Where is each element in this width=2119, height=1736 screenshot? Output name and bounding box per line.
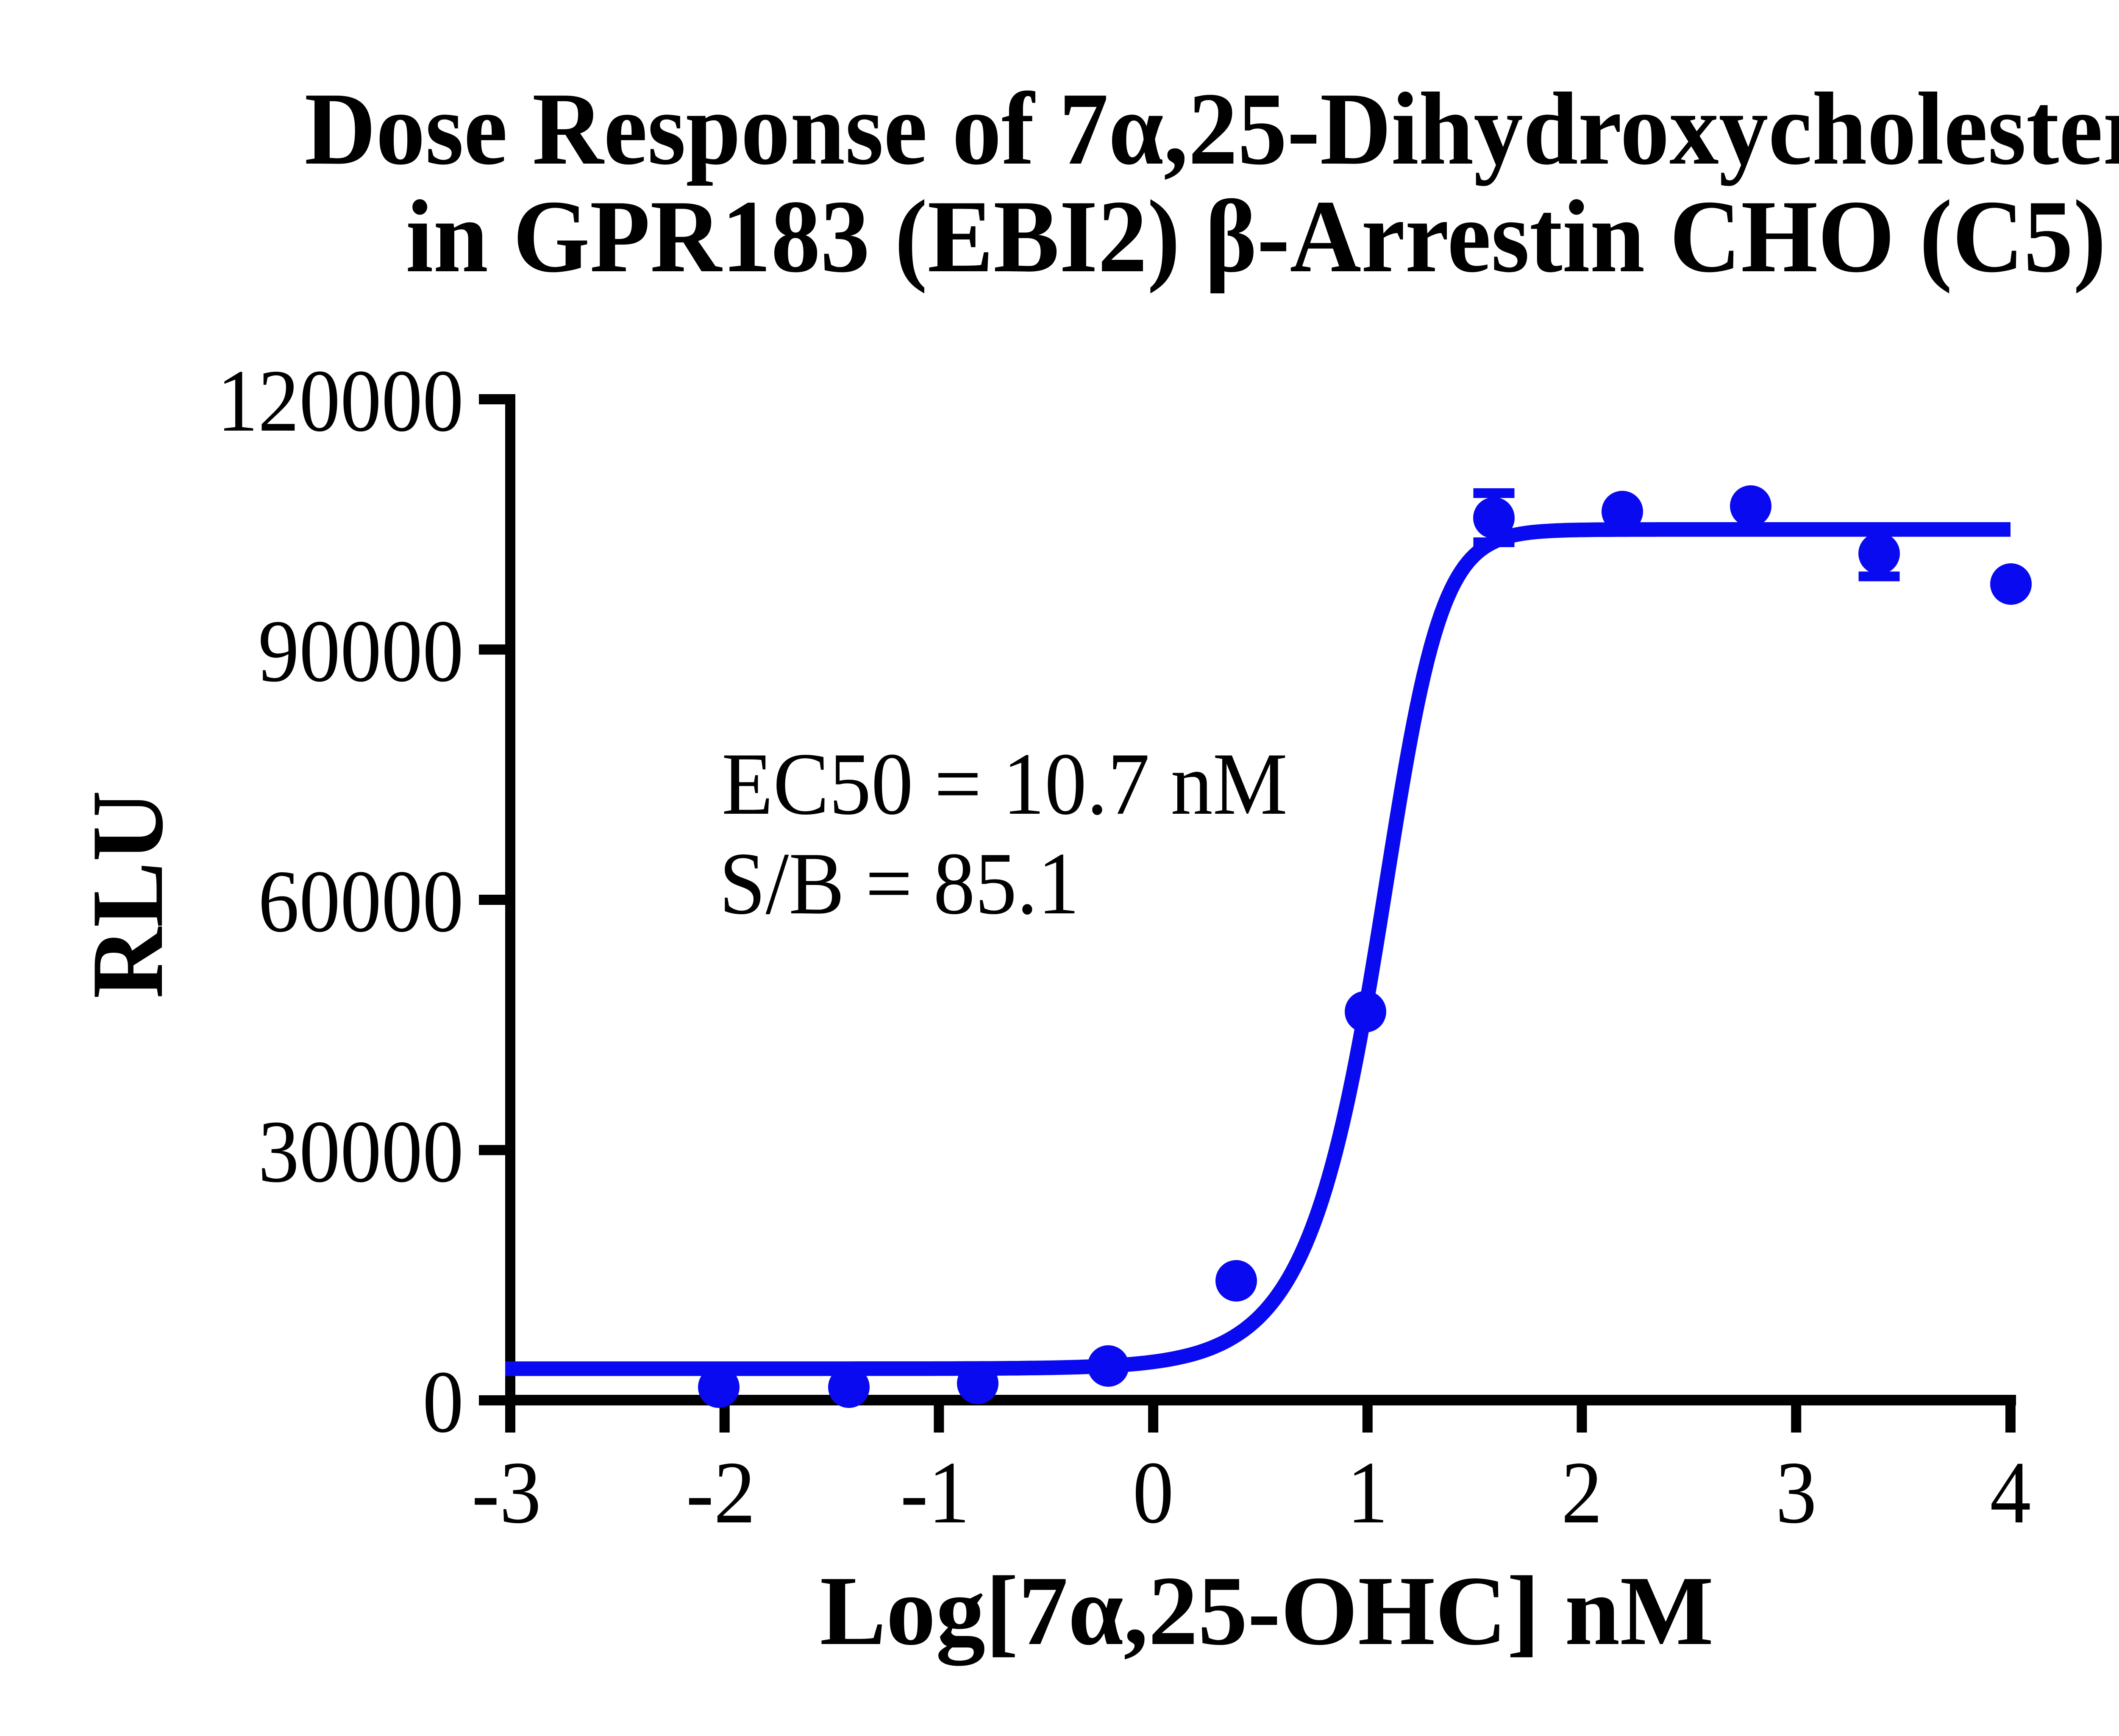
svg-text:120000: 120000 [217,352,464,450]
svg-text:S/B = 85.1: S/B = 85.1 [719,835,1079,933]
svg-text:EC50 = 10.7 nM: EC50 = 10.7 nM [722,735,1288,833]
svg-text:3: 3 [1776,1444,1817,1542]
svg-text:-2: -2 [686,1444,756,1542]
svg-text:Log[7α,25-OHC] nM: Log[7α,25-OHC] nM [820,1555,1714,1666]
svg-text:4: 4 [1990,1444,2031,1542]
svg-text:90000: 90000 [258,602,464,701]
svg-text:-3: -3 [472,1444,541,1542]
svg-text:2: 2 [1561,1444,1602,1542]
svg-text:Dose Response of 7α,25-Dihydro: Dose Response of 7α,25-Dihydroxycholeste… [305,71,2119,186]
svg-text:1: 1 [1347,1444,1388,1542]
svg-text:-1: -1 [900,1444,970,1542]
svg-text:60000: 60000 [258,852,464,951]
svg-text:30000: 30000 [258,1103,464,1201]
svg-text:0: 0 [423,1353,464,1451]
svg-text:0: 0 [1133,1444,1174,1542]
svg-text:in GPR183 (EBI2) β-Arrestin CH: in GPR183 (EBI2) β-Arrestin CHO (C5) [406,179,2106,294]
svg-text:RLU: RLU [71,790,184,999]
